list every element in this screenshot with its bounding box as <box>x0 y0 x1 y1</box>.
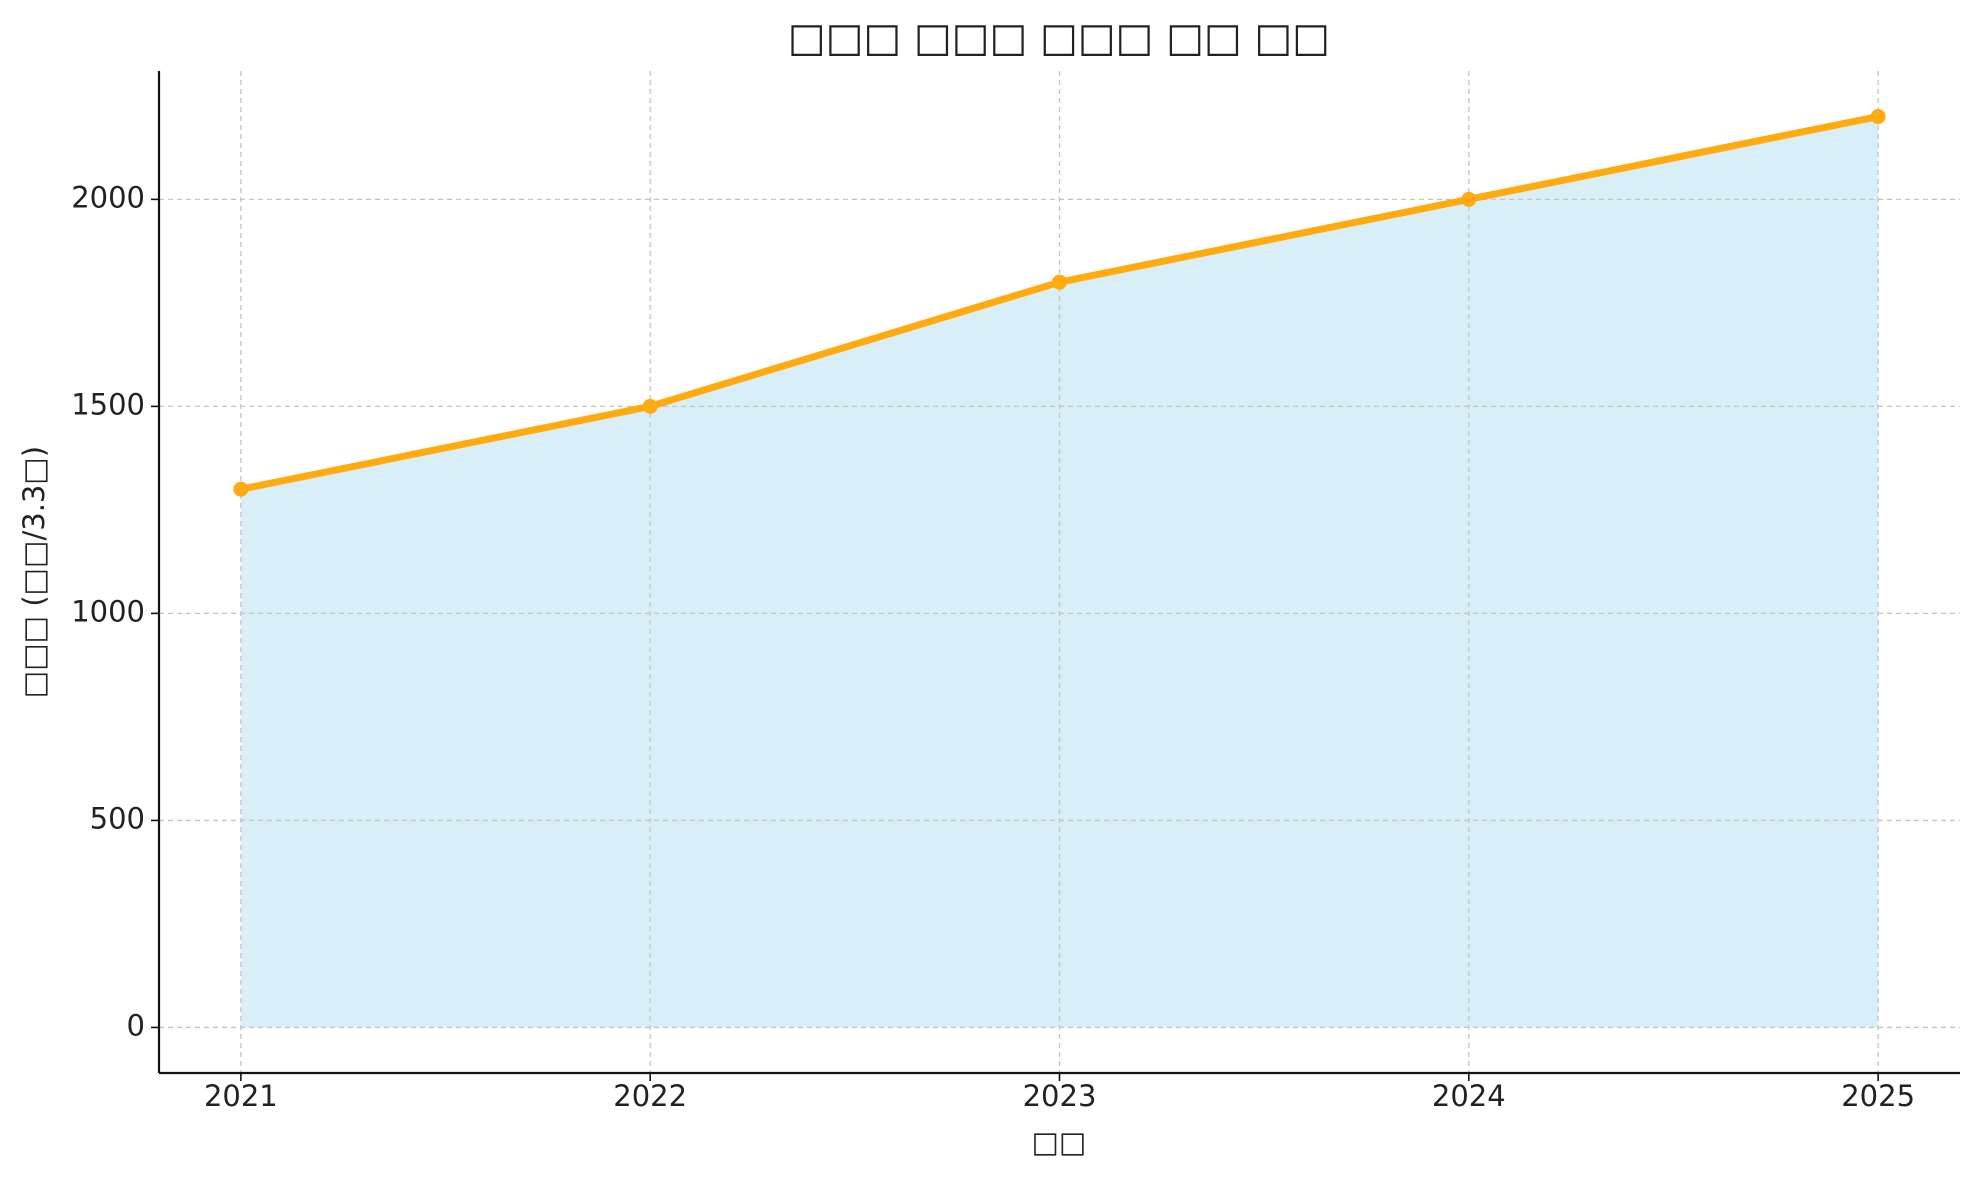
y-tick-label: 0 <box>127 1008 145 1042</box>
x-tick-label: 2021 <box>204 1079 278 1113</box>
x-tick-label: 2022 <box>613 1079 687 1113</box>
marker <box>233 481 249 497</box>
y-axis-label: □□□ (□□/3.3□) <box>17 446 51 698</box>
marker <box>1461 191 1477 207</box>
y-tick-label: 1500 <box>71 387 145 421</box>
marker <box>1870 109 1886 125</box>
x-axis-label: □□ <box>1032 1125 1087 1159</box>
y-tick-label: 2000 <box>71 180 145 214</box>
y-tick-label: 1000 <box>71 594 145 628</box>
x-tick-label: 2025 <box>1841 1079 1915 1113</box>
x-tick-label: 2023 <box>1023 1079 1097 1113</box>
marker <box>642 398 658 414</box>
y-tick-label: 500 <box>90 801 145 835</box>
marker <box>1052 274 1067 290</box>
x-tick-label: 2024 <box>1432 1079 1506 1113</box>
chart-title: □□□ □□□ □□□ □□ □□ <box>788 15 1330 61</box>
